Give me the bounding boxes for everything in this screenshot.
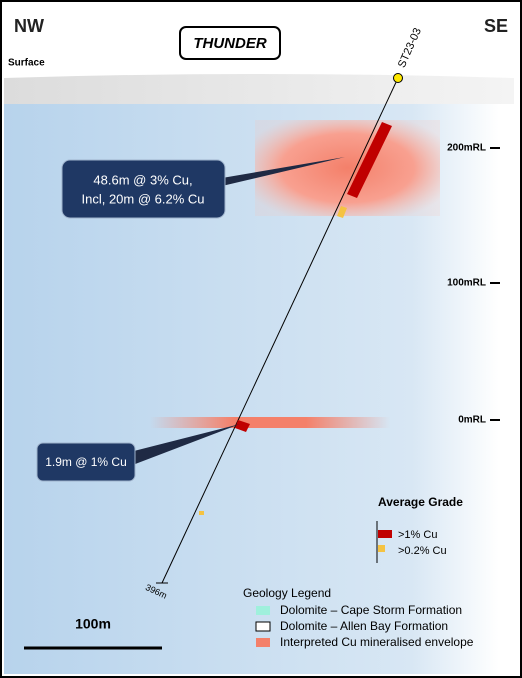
legend-item: >1% Cu <box>398 529 437 541</box>
intercept <box>347 122 392 198</box>
compass-left: NW <box>14 16 44 36</box>
legend-item: Dolomite – Allen Bay Formation <box>280 619 448 633</box>
legend-swatch <box>378 545 385 552</box>
callout <box>61 159 226 219</box>
legend-swatch <box>256 606 270 615</box>
legend-item: Interpreted Cu mineralised envelope <box>280 635 474 649</box>
legend-item: >0.2% Cu <box>398 545 447 557</box>
title-box <box>179 26 281 60</box>
callout-text: 48.6m @ 3% Cu, <box>93 172 192 187</box>
intercept <box>337 206 347 218</box>
legend-title: Average Grade <box>378 495 463 509</box>
legend-swatch <box>256 638 270 647</box>
callout-text: 1.9m @ 1% Cu <box>45 455 127 469</box>
callout <box>36 442 136 482</box>
intercept <box>235 420 250 432</box>
pointer <box>222 157 345 186</box>
level-label: 100mRL <box>447 278 486 289</box>
scale-label: 100m <box>75 616 111 632</box>
title: THUNDER <box>193 35 266 52</box>
level-label: 200mRL <box>447 143 486 154</box>
collar <box>393 73 403 83</box>
intercept <box>199 511 204 515</box>
compass-right: SE <box>484 16 508 36</box>
legend-swatch <box>255 621 271 632</box>
pointer <box>130 424 240 466</box>
callout-text: Incl, 20m @ 6.2% Cu <box>81 191 204 206</box>
legend-title: Geology Legend <box>243 586 331 600</box>
surface-band <box>4 74 514 104</box>
level-label: 0mRL <box>458 415 486 426</box>
legend-item: Dolomite – Cape Storm Formation <box>280 603 462 617</box>
envelope <box>150 417 390 428</box>
legend-swatch <box>378 530 392 538</box>
surface-label: Surface <box>8 58 45 69</box>
drill-hole <box>161 77 399 584</box>
